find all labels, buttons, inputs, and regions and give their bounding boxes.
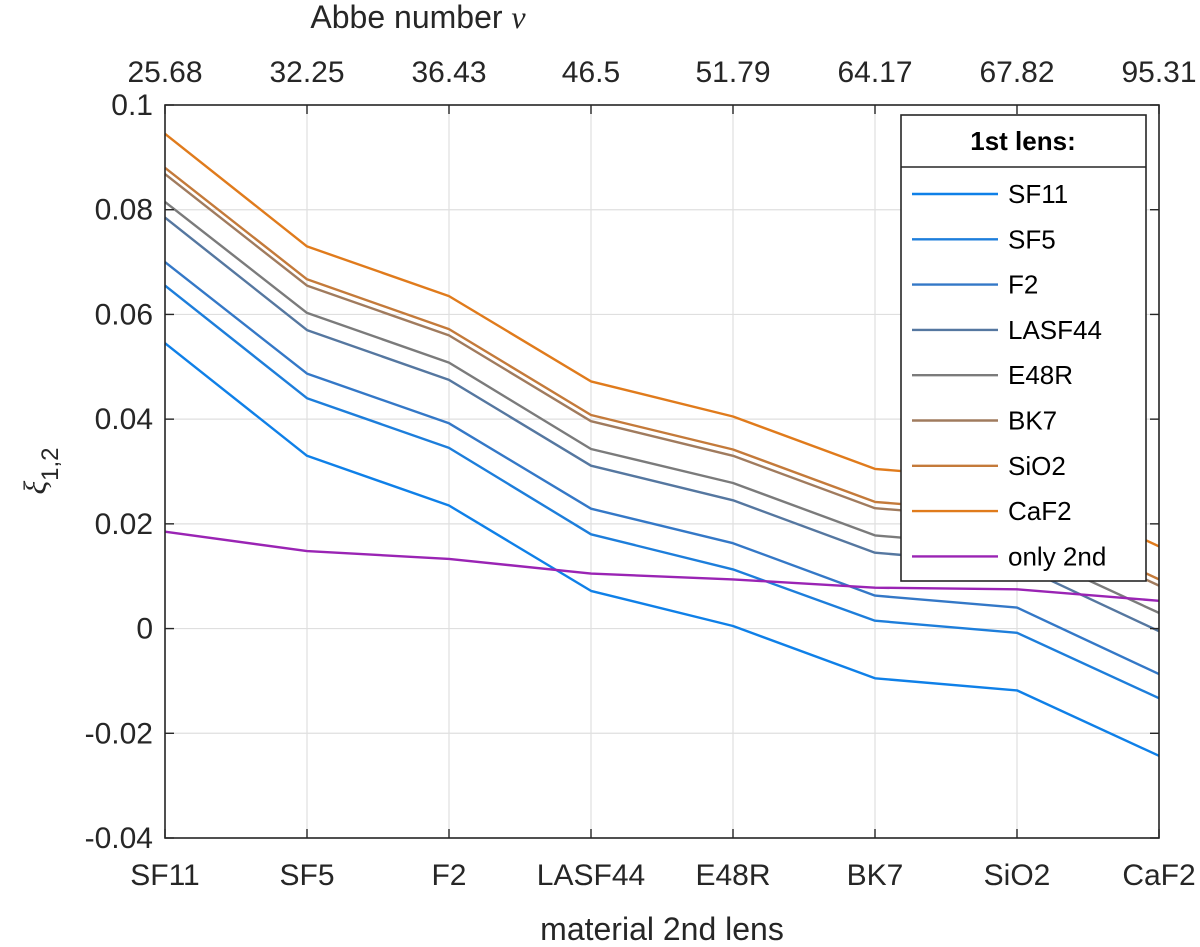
x-tick-label: E48R: [695, 859, 770, 892]
top-axis-label: Abbe number: [310, 0, 511, 35]
y-tick-label: 0.08: [95, 194, 153, 227]
legend-label-lasf44: LASF44: [1008, 315, 1102, 345]
legend-title: 1st lens:: [970, 126, 1076, 156]
top-tick-label: 32.25: [269, 56, 344, 89]
legend-label-sf5: SF5: [1008, 224, 1056, 254]
top-tick-label: 67.82: [979, 56, 1054, 89]
y-tick-label: -0.04: [85, 822, 153, 855]
x-tick-label: CaF2: [1122, 859, 1195, 892]
top-tick-label: 95.31: [1121, 56, 1196, 89]
legend-label-sf11: SF11: [1008, 179, 1068, 209]
x-tick-label: BK7: [847, 859, 904, 892]
legend-label-caf2: CaF2: [1008, 496, 1072, 526]
y-tick-label: 0.02: [95, 508, 153, 541]
top-tick-label: 51.79: [695, 56, 770, 89]
legend-label-only-2nd: only 2nd: [1008, 541, 1106, 571]
x-tick-label: SF5: [279, 859, 334, 892]
series-line-only-2nd: [164, 530, 1160, 602]
svg-text:ξ1,2: ξ1,2: [17, 447, 64, 494]
plot-frame: [164, 104, 1160, 839]
legend-label-f2: F2: [1008, 270, 1038, 300]
x-tick-label: F2: [431, 859, 466, 892]
top-tick-label: 64.17: [837, 56, 912, 89]
legend-label-bk7: BK7: [1008, 406, 1057, 436]
legend-label-e48r: E48R: [1008, 360, 1073, 390]
top-tick-label: 36.43: [411, 56, 486, 89]
y-tick-label: 0: [136, 613, 153, 646]
legend-label-sio2: SiO2: [1008, 451, 1066, 481]
y-axis-subscript: 1,2: [37, 447, 64, 480]
top-tick-label: 46.5: [562, 56, 620, 89]
x-tick-label: SiO2: [984, 859, 1051, 892]
y-tick-label: -0.02: [85, 717, 153, 750]
y-tick-label: 0.04: [95, 403, 153, 436]
x-tick-label: LASF44: [537, 859, 645, 892]
x-axis-title: material 2nd lens: [540, 911, 784, 947]
y-axis-symbol: ξ: [17, 481, 53, 495]
series-line-sf11: [164, 342, 1160, 757]
axis-tick-labels: SF11 25.68 SF5 32.25 F2 36.43 LASF44 46.5 E48R 51…: [85, 56, 1197, 892]
top-axis-symbol: ν: [511, 0, 526, 35]
legend-box: [900, 114, 1147, 582]
series-line-sf5: [164, 284, 1160, 700]
legend-items: SF11 SF5 F2 LASF44 E48R BK7 SiO2 CaF2 only 2nd: [912, 179, 1106, 571]
legend: 1st lens: SF11 SF5 F2 LASF44 E48R BK7 SiO2 CaF2…: [900, 114, 1147, 582]
y-tick-label: 0.06: [95, 298, 153, 331]
axis-ticks: [164, 104, 1160, 839]
series-line-f2: [164, 261, 1160, 676]
top-axis-title: Abbe number ν: [310, 0, 526, 35]
x-tick-label: SF11: [130, 859, 199, 892]
y-tick-label: 0.1: [111, 89, 153, 122]
y-axis-title: ξ1,2: [17, 447, 64, 494]
top-tick-label: 25.68: [127, 56, 202, 89]
